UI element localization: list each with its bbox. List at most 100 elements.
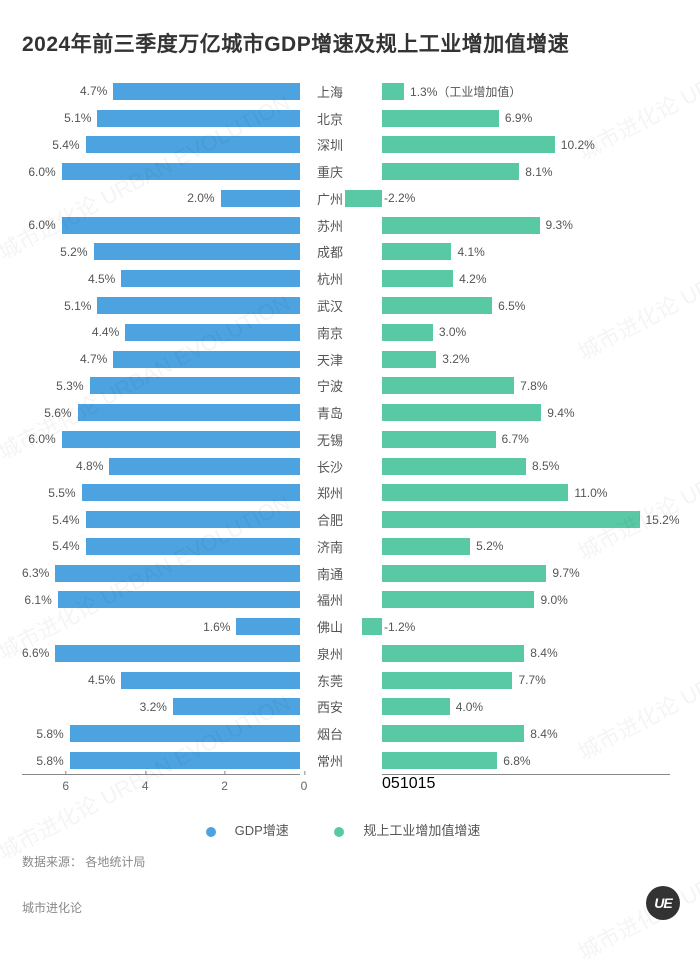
industrial-row: 11.0% [360,479,670,506]
axis-tick: 10 [400,775,418,792]
city-label: 北京 [300,109,360,128]
gdp-bar [97,110,300,127]
legend-industrial: 规上工业增加值增速 [334,823,494,838]
gdp-value: 5.6% [44,406,71,420]
industrial-bar [382,83,404,100]
gdp-bar [55,645,300,662]
city-label: 重庆 [300,162,360,181]
industrial-bar [382,217,540,234]
gdp-row: 6.0% [22,426,300,453]
industrial-row: 6.8% [360,747,670,774]
axis-tick: 0 [301,779,308,793]
industrial-bar [382,163,519,180]
gdp-row: 5.3% [22,372,300,399]
industrial-bar [382,645,524,662]
gdp-bar [109,458,300,475]
gdp-bar [78,404,300,421]
industrial-row: 8.4% [360,640,670,667]
industrial-bar [382,324,433,341]
gdp-bar [70,752,300,769]
industrial-bar [382,110,499,127]
gdp-row: 6.0% [22,212,300,239]
industrial-row: 9.7% [360,560,670,587]
gdp-value: 2.0% [187,191,214,205]
gdp-value: 5.8% [36,754,63,768]
gdp-bar [55,565,300,582]
city-label: 长沙 [300,457,360,476]
gdp-row: 5.4% [22,506,300,533]
gdp-bar [125,324,300,341]
axis-tick: 4 [142,779,149,793]
industrial-row: 1.3%（工业增加值） [360,78,670,105]
industrial-row: 9.3% [360,212,670,239]
industrial-row: 10.2% [360,132,670,159]
gdp-bar [62,431,300,448]
industrial-bar [382,404,541,421]
industrial-value: 8.4% [530,727,557,741]
gdp-row: 5.6% [22,399,300,426]
gdp-row: 4.7% [22,346,300,373]
axis-tick: 0 [382,775,391,792]
industrial-value: 8.4% [530,646,557,660]
industrial-value: 15.2% [646,513,680,527]
industrial-value: 9.3% [546,218,573,232]
right-axis: 051015 [382,774,670,802]
gdp-value: 6.1% [24,593,51,607]
gdp-value: 6.0% [28,165,55,179]
industrial-bar [382,351,436,368]
city-label: 合肥 [300,510,360,529]
industrial-row: 8.5% [360,453,670,480]
gdp-bar [113,83,300,100]
dot-icon [206,827,216,837]
industrial-row: -2.2% [360,185,670,212]
gdp-row: 5.8% [22,747,300,774]
industrial-bar [382,565,546,582]
city-label: 苏州 [300,216,360,235]
footer-brand: 城市进化论 [22,899,82,916]
industrial-row: 4.0% [360,694,670,721]
industrial-value: 8.5% [532,459,559,473]
city-label: 烟台 [300,724,360,743]
chart-area: 4.7%5.1%5.4%6.0%2.0%6.0%5.2%4.5%5.1%4.4%… [22,78,678,818]
gdp-value: 5.8% [36,727,63,741]
left-axis: 0246 [22,774,300,802]
city-label: 成都 [300,242,360,261]
gdp-row: 5.5% [22,479,300,506]
industrial-bar [382,511,640,528]
industrial-bar [382,484,568,501]
gdp-row: 5.1% [22,292,300,319]
industrial-value: 7.7% [518,673,545,687]
city-label: 泉州 [300,644,360,663]
gdp-bar [236,618,300,635]
gdp-row: 3.2% [22,694,300,721]
brand-badge: UE [646,886,680,920]
industrial-row: 7.7% [360,667,670,694]
city-label: 佛山 [300,617,360,636]
axis-tick: 6 [62,779,69,793]
gdp-bar [70,725,300,742]
industrial-bar [382,591,534,608]
gdp-value: 4.7% [80,352,107,366]
gdp-value: 5.4% [52,138,79,152]
gdp-bar [173,698,300,715]
industrial-row: 8.4% [360,720,670,747]
axis-tick: 5 [391,775,400,792]
industrial-row: 5.2% [360,533,670,560]
gdp-bar [86,538,300,555]
gdp-value: 5.3% [56,379,83,393]
city-label: 杭州 [300,269,360,288]
gdp-bar [86,511,300,528]
industrial-row: 6.7% [360,426,670,453]
axis-tick: 15 [418,775,436,792]
left-chart: 4.7%5.1%5.4%6.0%2.0%6.0%5.2%4.5%5.1%4.4%… [22,78,300,818]
legend-industrial-label: 规上工业增加值增速 [363,823,480,838]
gdp-value: 6.6% [22,646,49,660]
industrial-value: 10.2% [561,138,595,152]
industrial-value: 4.1% [457,245,484,259]
gdp-row: 4.7% [22,78,300,105]
industrial-row: 7.8% [360,372,670,399]
industrial-bar [345,190,382,207]
gdp-bar [62,217,300,234]
source-value: 各地统计局 [85,855,145,869]
axis-tick: 2 [221,779,228,793]
